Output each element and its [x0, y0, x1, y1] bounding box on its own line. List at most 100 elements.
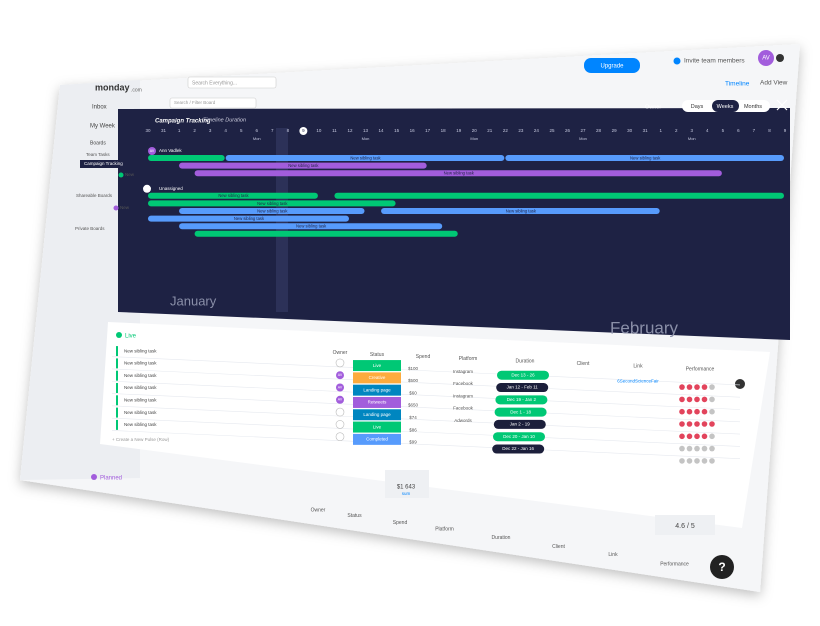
item-name[interactable]: New sibling task — [124, 410, 157, 415]
sidebar-item[interactable]: Inbox — [92, 105, 107, 111]
status-cell[interactable] — [353, 384, 401, 396]
bar-label[interactable]: New sibling task — [218, 193, 249, 198]
group-title[interactable]: Planned — [100, 476, 122, 482]
bar-label[interactable]: New sibling task — [257, 208, 288, 213]
duration-label[interactable]: Jan 2 - 19 — [510, 422, 531, 427]
timeline-bar[interactable] — [194, 230, 458, 237]
heart[interactable] — [679, 421, 685, 427]
private-boards[interactable]: Private Boards — [75, 226, 105, 231]
new-icon[interactable] — [118, 172, 124, 178]
heart[interactable] — [694, 445, 700, 452]
heart[interactable] — [686, 408, 693, 415]
timeline-bar[interactable] — [179, 208, 365, 214]
status-cell[interactable] — [353, 396, 401, 408]
bar-label[interactable]: New sibling task — [630, 155, 661, 160]
duration-label[interactable]: Dec 1 - 18 — [510, 409, 531, 414]
heart[interactable] — [694, 384, 700, 390]
heart[interactable] — [686, 384, 693, 390]
bar-label[interactable]: New sibling task — [296, 224, 327, 229]
heart[interactable] — [701, 384, 708, 390]
heart[interactable] — [694, 408, 700, 415]
heart[interactable] — [701, 445, 708, 452]
status-label[interactable]: Landing page — [363, 387, 391, 392]
heart[interactable] — [694, 458, 700, 464]
bar-label[interactable]: New sibling task — [444, 171, 475, 176]
item-name[interactable]: New sibling task — [124, 373, 157, 378]
heart[interactable] — [709, 384, 715, 390]
search-placeholder[interactable]: Search Everything... — [192, 80, 237, 86]
timeline-bar[interactable] — [381, 208, 660, 214]
owner-avatar[interactable] — [336, 383, 344, 392]
upgrade-button[interactable] — [584, 58, 640, 73]
timeline-bar[interactable] — [148, 192, 318, 199]
heart[interactable] — [679, 458, 685, 464]
close-icon[interactable] — [776, 99, 788, 111]
owner-initials[interactable]: AV — [338, 385, 343, 389]
duration-pill[interactable] — [497, 370, 549, 380]
owner-avatar[interactable] — [335, 420, 345, 429]
owner-avatar[interactable] — [336, 395, 344, 404]
duration-label[interactable]: Dec 20 - Jan 10 — [503, 434, 535, 439]
heart[interactable] — [679, 384, 685, 390]
duration-pill[interactable] — [494, 407, 547, 417]
help-label[interactable]: ? — [718, 560, 725, 574]
heart[interactable] — [709, 433, 715, 440]
heart[interactable] — [679, 433, 685, 440]
link-value[interactable]: 6SecondScienceFair — [617, 378, 659, 383]
heart[interactable] — [701, 458, 708, 464]
heart[interactable] — [694, 421, 700, 427]
timeline-bar[interactable] — [225, 155, 505, 161]
timeline-bar[interactable] — [148, 155, 225, 161]
duration-pill[interactable] — [492, 444, 545, 454]
board-link[interactable]: Campaign Tracking — [84, 161, 123, 166]
bar-label[interactable]: New sibling task — [257, 201, 288, 206]
heart[interactable] — [679, 396, 685, 403]
heart[interactable] — [709, 396, 715, 403]
scale-option[interactable]: Days — [691, 104, 704, 110]
heart[interactable] — [686, 421, 693, 427]
group-title[interactable]: Live — [125, 334, 137, 340]
timeline-bar[interactable] — [194, 170, 722, 177]
heart[interactable] — [686, 396, 693, 403]
owner-avatar[interactable] — [335, 358, 345, 368]
invite-icon[interactable] — [673, 57, 681, 65]
item-name[interactable]: New sibling task — [124, 385, 157, 390]
status-label[interactable]: Landing page — [363, 412, 391, 417]
owner-avatar[interactable] — [336, 371, 344, 380]
user-initials[interactable]: AV — [762, 56, 770, 62]
scale-option[interactable]: Weeks — [717, 104, 734, 110]
new-shareable[interactable]: New — [120, 205, 130, 210]
duration-pill[interactable] — [493, 432, 545, 442]
heart[interactable] — [694, 433, 700, 440]
status-cell[interactable] — [353, 433, 401, 445]
owner-avatar[interactable] — [335, 432, 345, 442]
duration-label[interactable]: Dec 22 - Jan 16 — [502, 446, 534, 451]
status-cell[interactable] — [353, 409, 401, 421]
invite-link[interactable]: Invite team members — [684, 58, 745, 65]
item-name[interactable]: New sibling task — [124, 422, 157, 427]
heart[interactable] — [701, 433, 708, 440]
duration-pill[interactable] — [493, 419, 546, 429]
heart[interactable] — [701, 396, 708, 403]
item-name[interactable]: New sibling task — [124, 397, 157, 402]
timeline-bar[interactable] — [179, 162, 427, 169]
bar-label[interactable]: New sibling task — [288, 163, 319, 168]
status-cell[interactable] — [353, 372, 401, 384]
status-cell[interactable] — [353, 360, 401, 372]
timeline-bar[interactable] — [179, 223, 443, 230]
status-label[interactable]: Live — [373, 363, 382, 368]
view-tab-active[interactable]: Timeline — [725, 81, 750, 88]
duration-label[interactable]: Jan 12 - Feb 11 — [507, 385, 539, 390]
add-column[interactable] — [735, 379, 745, 389]
shareable-boards[interactable]: Shareable Boards — [76, 193, 113, 198]
heart[interactable] — [686, 445, 693, 452]
sidebar-item[interactable]: My Week — [90, 124, 116, 130]
group-toggle[interactable] — [116, 332, 122, 338]
item-name[interactable]: New sibling task — [124, 348, 157, 353]
heart[interactable] — [701, 408, 708, 415]
search-box[interactable] — [187, 76, 277, 89]
timeline-column[interactable]: Timeline Duration — [203, 117, 246, 123]
timeline-bar[interactable] — [334, 192, 784, 199]
heart[interactable] — [701, 421, 708, 427]
item-name[interactable]: New sibling task — [124, 361, 157, 366]
